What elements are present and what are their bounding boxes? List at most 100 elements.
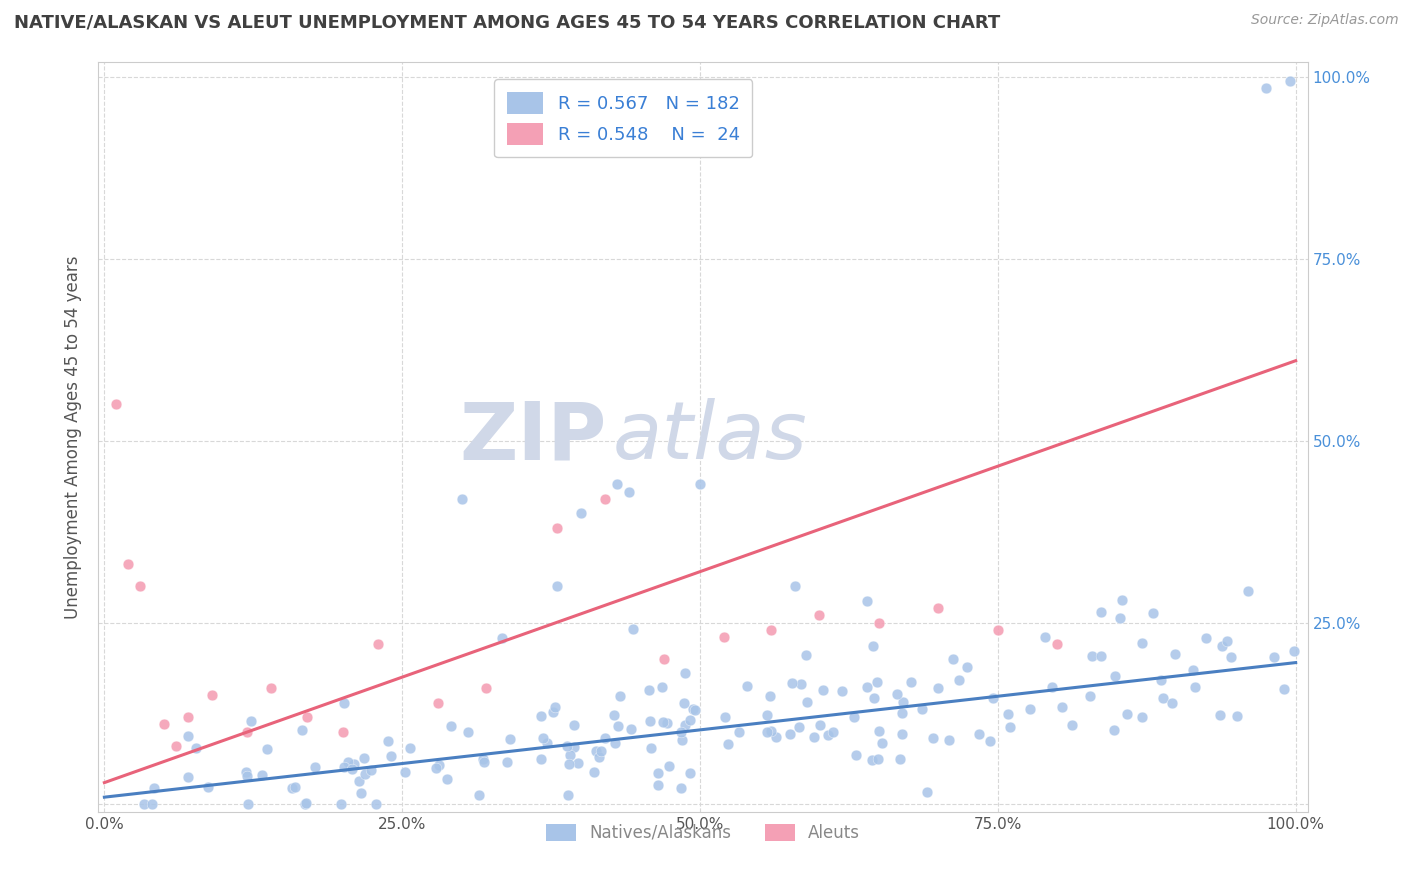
Point — [1278, 73, 1301, 87]
Point — [562, 739, 585, 754]
Point — [474, 681, 496, 695]
Point — [330, 797, 353, 812]
Point — [713, 630, 735, 644]
Point — [893, 695, 915, 709]
Point — [530, 752, 553, 766]
Point — [284, 780, 307, 795]
Point — [713, 710, 735, 724]
Point — [132, 797, 155, 812]
Point — [717, 737, 740, 751]
Point — [790, 677, 813, 691]
Point — [593, 491, 616, 506]
Point — [917, 784, 939, 798]
Point — [842, 710, 865, 724]
Point — [353, 750, 375, 764]
Point — [491, 632, 513, 646]
Legend: Natives/Alaskans, Aleuts: Natives/Alaskans, Aleuts — [540, 817, 866, 848]
Point — [569, 507, 592, 521]
Point — [585, 744, 607, 758]
Point — [761, 724, 783, 739]
Point — [856, 681, 879, 695]
Point — [260, 681, 283, 695]
Point — [886, 687, 908, 701]
Point — [558, 748, 581, 763]
Point — [117, 558, 139, 572]
Point — [295, 710, 318, 724]
Point — [350, 786, 373, 800]
Point — [425, 761, 447, 775]
Point — [761, 623, 783, 637]
Point — [236, 769, 259, 783]
Point — [652, 652, 675, 666]
Point — [685, 702, 707, 716]
Point — [1050, 699, 1073, 714]
Point — [868, 724, 890, 739]
Point — [803, 730, 825, 744]
Point — [1062, 718, 1084, 732]
Point — [689, 477, 711, 491]
Y-axis label: Unemployment Among Ages 45 to 54 years: Unemployment Among Ages 45 to 54 years — [65, 255, 83, 619]
Point — [105, 397, 128, 411]
Point — [1152, 691, 1174, 706]
Point — [256, 742, 278, 756]
Point — [129, 579, 152, 593]
Point — [983, 691, 1005, 706]
Point — [1208, 707, 1230, 722]
Point — [332, 724, 354, 739]
Point — [756, 725, 779, 739]
Point — [1195, 632, 1218, 646]
Point — [1108, 610, 1130, 624]
Point — [141, 797, 163, 812]
Point — [1142, 606, 1164, 620]
Point — [367, 637, 389, 651]
Point — [177, 729, 200, 743]
Point — [343, 757, 366, 772]
Point — [360, 763, 382, 777]
Point — [779, 727, 801, 741]
Point — [177, 710, 200, 724]
Point — [682, 702, 704, 716]
Point — [364, 797, 387, 812]
Point — [669, 781, 692, 796]
Point — [533, 731, 555, 746]
Point — [250, 767, 273, 781]
Point — [765, 731, 787, 745]
Point — [866, 752, 889, 766]
Point — [436, 772, 458, 786]
Point — [755, 708, 778, 723]
Point — [394, 765, 416, 780]
Point — [557, 789, 579, 803]
Point — [1237, 583, 1260, 598]
Point — [564, 717, 586, 731]
Point — [177, 770, 200, 784]
Point — [558, 756, 581, 771]
Text: ZIP: ZIP — [458, 398, 606, 476]
Point — [588, 750, 610, 764]
Point — [621, 622, 644, 636]
Point — [1111, 593, 1133, 607]
Point — [467, 788, 489, 802]
Point — [862, 639, 884, 653]
Point — [620, 722, 643, 736]
Point — [759, 689, 782, 703]
Point — [647, 765, 669, 780]
Point — [427, 758, 450, 772]
Point — [782, 676, 804, 690]
Point — [1150, 673, 1173, 687]
Point — [1254, 81, 1277, 95]
Point — [997, 706, 1019, 721]
Point — [472, 755, 495, 769]
Point — [1161, 696, 1184, 710]
Point — [377, 734, 399, 748]
Point — [808, 608, 831, 623]
Point — [294, 797, 316, 812]
Point — [1078, 689, 1101, 703]
Point — [637, 682, 659, 697]
Point — [856, 593, 879, 607]
Point — [845, 747, 868, 762]
Point — [942, 652, 965, 666]
Point — [603, 708, 626, 723]
Point — [290, 723, 312, 737]
Point — [450, 491, 472, 506]
Point — [1184, 680, 1206, 694]
